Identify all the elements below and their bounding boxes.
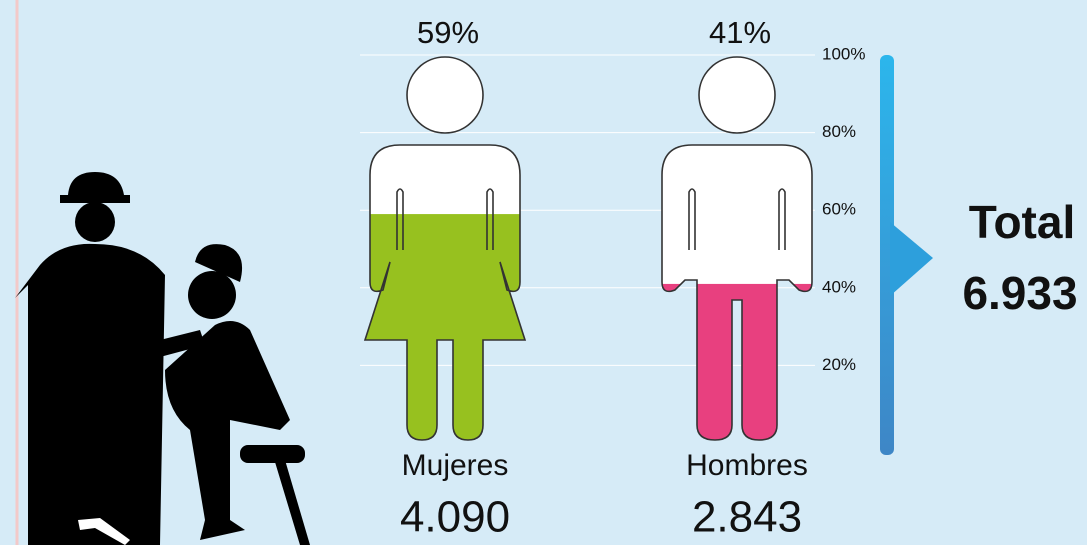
total-title: Total — [969, 196, 1075, 248]
y-tick-label: 80% — [822, 122, 856, 141]
value-label: 41% — [709, 15, 771, 50]
total-value: 6.933 — [962, 267, 1077, 319]
count-label: 2.843 — [692, 493, 802, 542]
x-tick-label: Mujeres — [402, 449, 509, 482]
x-tick-label: Hombres — [686, 449, 808, 482]
count-label: 4.090 — [400, 493, 510, 542]
y-tick-label: 60% — [822, 200, 856, 219]
y-tick-label: 40% — [822, 277, 856, 296]
chart: Total 6.933 20% 40% 60% 80% 100% 59% Mujeres 4.… — [0, 0, 1087, 545]
background — [0, 0, 1087, 545]
value-label: 59% — [417, 15, 479, 50]
y-tick-label: 100% — [822, 44, 865, 63]
y-tick-label: 20% — [822, 355, 856, 374]
